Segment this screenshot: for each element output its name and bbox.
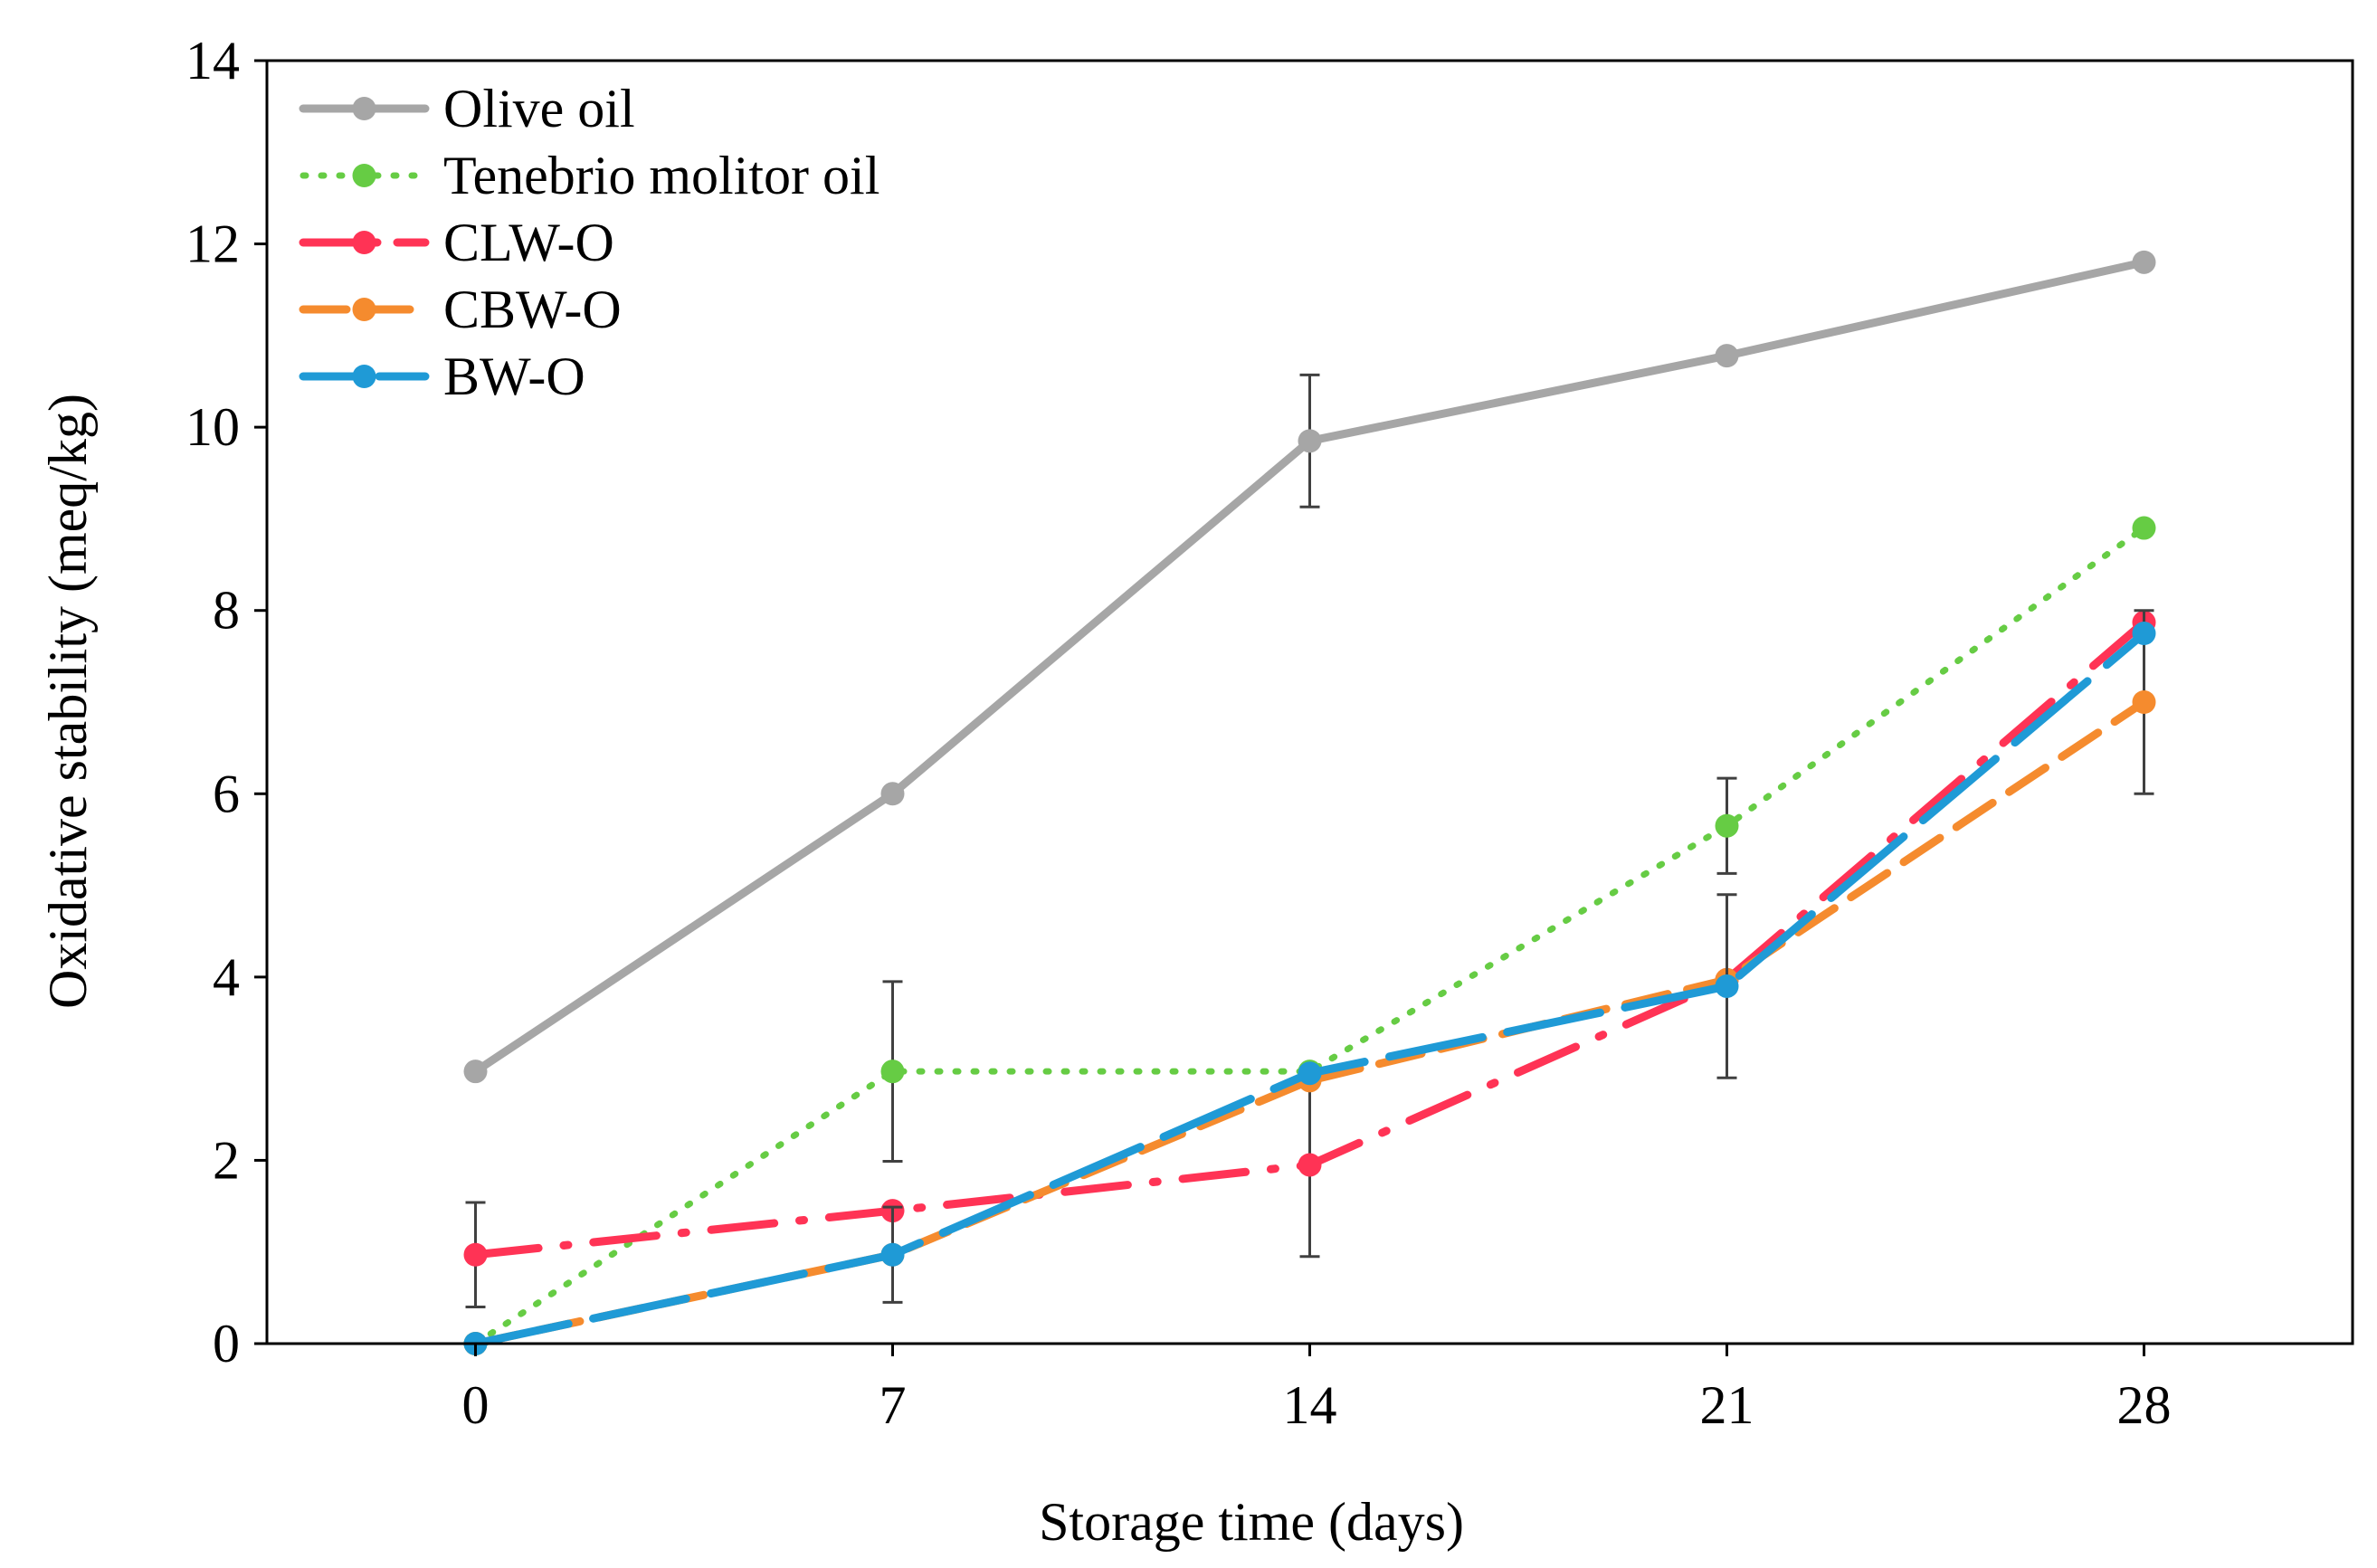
legend-label: Olive oil	[443, 79, 635, 138]
legend-label: Tenebrio molitor oil	[443, 146, 879, 205]
y-axis-label: Oxidative stability (meq/kg)	[38, 394, 98, 1009]
series-clw-o	[463, 610, 2156, 1308]
data-point	[880, 782, 905, 806]
y-tick-label: 4	[213, 947, 240, 1007]
data-point	[2132, 516, 2156, 540]
legend: Olive oil Tenebrio molitor oil CLW-O CBW-O B…	[299, 79, 879, 406]
data-point	[463, 1060, 488, 1084]
data-point	[1715, 344, 1739, 368]
data-point	[2132, 622, 2156, 646]
y-tick-label: 14	[185, 31, 240, 90]
legend-item-tenebrio-molitor-oil: Tenebrio molitor oil	[300, 146, 879, 205]
legend-item-olive-oil: Olive oil	[299, 79, 635, 138]
y-tick-label: 8	[213, 581, 240, 641]
data-point	[1715, 813, 1739, 838]
series-layer	[463, 250, 2156, 1355]
x-tick-label: 28	[2117, 1375, 2172, 1435]
legend-swatch-marker	[352, 97, 376, 120]
data-point	[2132, 690, 2156, 714]
legend-label: CBW-O	[443, 280, 622, 339]
data-point	[1715, 974, 1739, 998]
y-tick-label: 12	[185, 214, 240, 274]
data-point	[2132, 250, 2156, 274]
legend-label: BW-O	[443, 347, 585, 406]
legend-label: CLW-O	[443, 213, 614, 272]
data-point	[1298, 429, 1322, 453]
data-point	[463, 1242, 488, 1267]
legend-swatch-marker	[352, 164, 376, 187]
axis-layer: 0 7 14 21 28 0 2 4 6 8 10 12 14	[185, 31, 2172, 1435]
y-tick-label: 10	[185, 397, 240, 457]
legend-swatch-marker	[352, 298, 376, 321]
x-tick-label: 0	[462, 1375, 490, 1435]
x-tick-label: 7	[879, 1375, 907, 1435]
legend-swatch-marker	[352, 231, 376, 254]
legend-item-bw-o: BW-O	[299, 347, 585, 406]
data-point	[880, 1060, 905, 1084]
legend-swatch-marker	[352, 365, 376, 388]
data-point	[1298, 1061, 1322, 1086]
legend-item-cbw-o: CBW-O	[299, 280, 622, 339]
y-tick-label: 0	[213, 1314, 240, 1373]
y-tick-label: 2	[213, 1130, 240, 1190]
y-tick-label: 6	[213, 764, 240, 823]
data-point	[1298, 1153, 1322, 1177]
series-olive-oil	[463, 250, 2156, 1084]
x-axis-label: Storage time (days)	[1039, 1492, 1464, 1552]
x-tick-label: 14	[1283, 1375, 1337, 1435]
data-point	[880, 1242, 905, 1267]
legend-item-clw-o: CLW-O	[299, 213, 614, 272]
x-tick-label: 21	[1700, 1375, 1754, 1435]
